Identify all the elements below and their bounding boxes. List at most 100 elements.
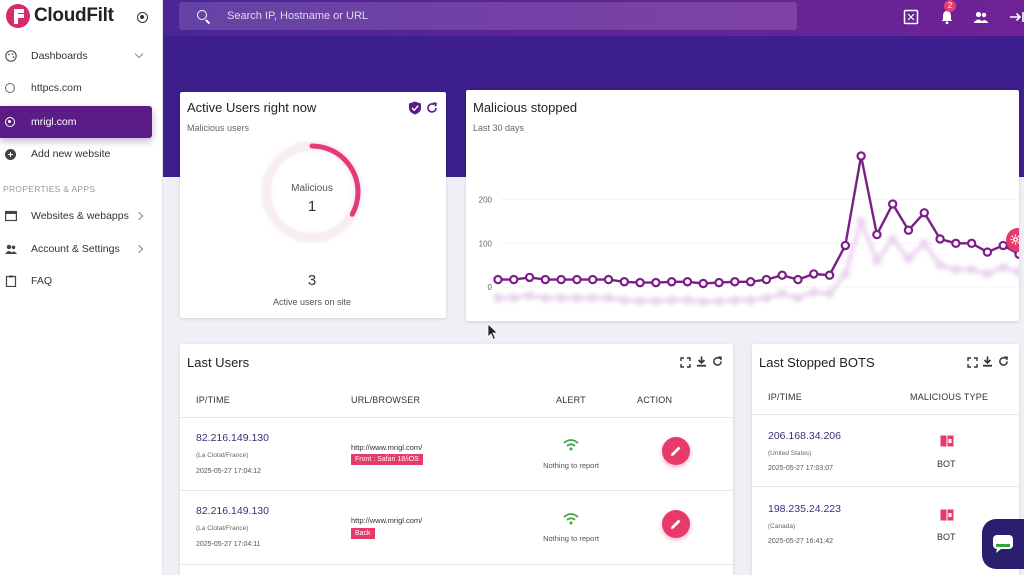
series-line — [498, 155, 1019, 285]
pencil-icon — [671, 446, 681, 456]
expand-icon[interactable] — [680, 357, 691, 368]
y-tick-label: 100 — [479, 239, 493, 248]
data-point — [951, 265, 961, 275]
data-point — [730, 277, 740, 287]
data-point — [682, 277, 693, 287]
data-point — [777, 270, 787, 280]
chevron-right-icon — [134, 211, 144, 221]
logout-icon[interactable] — [1008, 9, 1024, 25]
data-point — [588, 293, 598, 303]
data-point — [651, 277, 661, 288]
row-location: (United States) — [768, 450, 812, 457]
data-point — [493, 274, 503, 285]
sidebar-toggle-radio[interactable] — [137, 12, 148, 23]
series-line — [498, 215, 1019, 304]
sidebar-item-websites[interactable]: Websites & webapps — [0, 201, 152, 231]
data-point — [714, 277, 724, 288]
sidebar-item-dashboards[interactable]: Dashboards — [0, 41, 152, 71]
row-time: 2025-05-27 17:04:11 — [196, 541, 261, 548]
data-point — [809, 269, 819, 279]
y-tick-label: 200 — [479, 196, 493, 205]
data-point — [856, 151, 866, 161]
data-point — [935, 260, 945, 270]
sidebar-item-httpcs[interactable]: httpcs.com — [0, 73, 152, 103]
column-header-malicious-type: MALICIOUS TYPE — [910, 392, 989, 402]
browser-tag: Front : Safari 18/iOS — [351, 454, 423, 465]
refresh-icon[interactable] — [426, 102, 438, 114]
sidebar-section-label: PROPERTIES & APPS — [3, 184, 96, 194]
data-point — [666, 277, 677, 287]
gear-icon — [1010, 234, 1019, 245]
card-title: Last Stopped BOTS — [759, 355, 875, 370]
row-url[interactable]: http://www.mrigl.com/ — [351, 443, 423, 452]
data-point — [888, 234, 898, 244]
donut-label: Malicious — [291, 183, 333, 194]
wifi-ok-icon — [563, 513, 579, 525]
fullscreen-icon[interactable] — [903, 9, 919, 25]
column-header-ip-time: IP/TIME — [196, 395, 230, 405]
clipboard-icon — [5, 275, 17, 287]
column-header-alert: ALERT — [556, 395, 586, 405]
active-users-card: Active Users right now Malicious users M… — [180, 92, 446, 318]
data-point — [919, 238, 929, 248]
data-point — [966, 238, 977, 249]
sidebar-item-mrigl[interactable]: mrigl.com — [0, 106, 152, 138]
sidebar-item-faq[interactable]: FAQ — [0, 266, 152, 296]
data-point — [951, 238, 961, 249]
data-point — [524, 272, 535, 283]
plus-circle-icon — [5, 149, 16, 160]
edit-action-button[interactable] — [662, 437, 690, 465]
sidebar-item-account-settings[interactable]: Account & Settings — [0, 234, 152, 264]
chevron-down-icon — [134, 49, 144, 59]
data-point — [714, 296, 724, 306]
data-point — [840, 269, 850, 279]
data-point — [698, 278, 708, 289]
data-point — [698, 297, 708, 307]
sidebar: CloudFilt Dashboards httpcs.com mrigl.co… — [0, 0, 163, 575]
data-point — [777, 289, 787, 299]
refresh-icon[interactable] — [712, 356, 723, 367]
brand-logo[interactable]: CloudFilt — [6, 4, 114, 28]
row-time: 2025-05-27 16:41:42 — [768, 538, 833, 545]
sidebar-item-label: Add new website — [31, 148, 111, 160]
data-point — [572, 293, 582, 303]
data-point — [793, 293, 803, 303]
row-divider — [180, 564, 733, 565]
browser-icon — [5, 210, 17, 222]
users-icon[interactable] — [973, 9, 989, 25]
column-header-url-browser: URL/BROWSER — [351, 395, 421, 405]
edit-action-button[interactable] — [662, 510, 690, 538]
column-header-ip-time: IP/TIME — [768, 392, 802, 402]
cloudfilt-logo-icon — [6, 4, 30, 28]
malicious-count: 1 — [307, 198, 317, 215]
data-point — [667, 295, 677, 305]
refresh-icon[interactable] — [998, 356, 1009, 367]
row-malicious-type: BOT — [937, 532, 956, 542]
data-point — [903, 254, 913, 264]
search-bar[interactable] — [179, 2, 797, 30]
download-icon[interactable] — [696, 356, 707, 367]
palette-icon — [5, 50, 17, 62]
search-input[interactable] — [227, 8, 627, 24]
row-divider — [752, 486, 1019, 487]
row-location: (La Ciotat/France) — [196, 452, 249, 459]
data-point — [872, 256, 882, 266]
chat-widget-button[interactable] — [982, 519, 1024, 569]
row-url[interactable]: http://www.mrigl.com/ — [351, 516, 423, 525]
data-point — [982, 247, 993, 257]
data-point — [635, 277, 645, 288]
bell-icon[interactable] — [939, 9, 955, 25]
settings-fab[interactable] — [1006, 228, 1019, 252]
download-icon[interactable] — [982, 356, 993, 367]
sidebar-item-add-website[interactable]: Add new website — [0, 139, 152, 169]
data-point — [1014, 249, 1019, 259]
sidebar-item-label: mrigl.com — [31, 116, 77, 128]
expand-icon[interactable] — [967, 357, 978, 368]
row-ip: 82.216.149.130 — [196, 432, 269, 444]
last-bots-card: Last Stopped BOTS IP/TIME MALICIOUS TYPE… — [752, 344, 1019, 575]
malicious-donut — [260, 140, 364, 244]
row-malicious-type: BOT — [937, 459, 956, 469]
row-location: (La Ciotat/France) — [196, 525, 249, 532]
row-time: 2025-05-27 17:04:12 — [196, 468, 261, 475]
data-point — [761, 274, 772, 285]
